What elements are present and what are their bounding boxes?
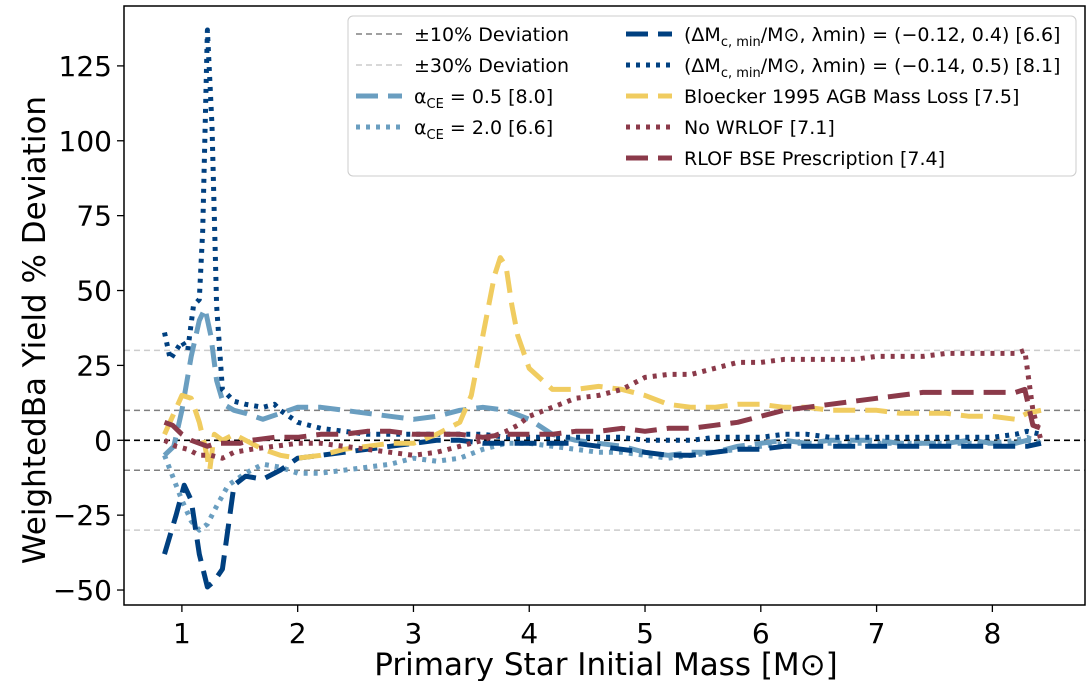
legend-box (347, 15, 1077, 177)
series-line-6 (163, 386, 1042, 449)
legend-entry-series-3: (ΔMc, min/M⊙, λmin) = (−0.14, 0.5) [8.1] (626, 55, 1060, 81)
legend-label: No WRLOF [7.1] (684, 117, 835, 139)
legend-label: Bloecker 1995 AGB Mass Loss [7.5] (684, 86, 1019, 108)
legend-label: (ΔMc, min/M⊙, λmin) = (−0.14, 0.5) [8.1] (684, 55, 1060, 81)
legend-entry-ref30: ±30% Deviation (356, 55, 569, 77)
x-tick-label: 7 (868, 617, 886, 650)
x-tick-label: 1 (173, 617, 191, 650)
y-tick-label: 100 (59, 125, 112, 158)
y-axis: −50 −25 0 25 50 75 100 125 (53, 50, 124, 607)
legend-entry-series-6: RLOF BSE Prescription [7.4] (626, 148, 945, 170)
legend-entry-series-0: αCE = 0.5 [8.0] (356, 86, 553, 112)
legend-entry-series-4: Bloecker 1995 AGB Mass Loss [7.5] (626, 86, 1019, 108)
y-tick-label: 50 (76, 275, 112, 308)
legend-entry-series-2: (ΔMc, min/M⊙, λmin) = (−0.12, 0.4) [6.6] (626, 24, 1060, 50)
legend-label: αCE = 0.5 [8.0] (414, 86, 553, 112)
legend-entry-ref10: ±10% Deviation (356, 24, 569, 46)
legend-label: ±10% Deviation (414, 24, 569, 46)
y-tick-label: 25 (76, 349, 112, 382)
legend-entry-series-1: αCE = 2.0 [6.6] (356, 117, 553, 143)
legend-label: ±30% Deviation (414, 55, 569, 77)
plot-frame (123, 5, 1086, 606)
legend-label: RLOF BSE Prescription [7.4] (684, 148, 945, 170)
y-tick-label: −25 (53, 499, 112, 532)
y-tick-label: 125 (59, 50, 112, 83)
series-line-4 (162, 255, 1042, 473)
series-lines (162, 27, 1044, 590)
y-tick-label: −50 (53, 574, 112, 607)
legend-entry-series-5: No WRLOF [7.1] (626, 117, 835, 139)
series-line-1 (162, 434, 1042, 533)
x-tick-label: 6 (752, 617, 770, 650)
x-tick-label: 4 (520, 617, 538, 650)
x-axis: 1 2 3 4 5 6 7 8 (173, 605, 1001, 650)
y-tick-label: 75 (76, 200, 112, 233)
series-line-0 (162, 306, 1042, 458)
series-line-2 (162, 437, 1042, 590)
x-tick-label: 2 (289, 617, 307, 650)
y-tick-label: 0 (94, 424, 112, 457)
legend-label: αCE = 2.0 [6.6] (414, 117, 553, 143)
x-tick-label: 3 (405, 617, 423, 650)
legend: ±10% Deviation ±30% Deviation αCE = 0.5 [8… (347, 15, 1077, 177)
x-axis-label: Primary Star Initial Mass [M⊙] (374, 647, 838, 681)
y-axis-label: WeightedBa Yield % Deviation (17, 96, 53, 564)
x-tick-label: 8 (983, 617, 1001, 650)
series-line-3 (162, 27, 1042, 443)
legend-label: (ΔMc, min/M⊙, λmin) = (−0.12, 0.4) [6.6] (684, 24, 1060, 50)
x-tick-label: 5 (636, 617, 654, 650)
